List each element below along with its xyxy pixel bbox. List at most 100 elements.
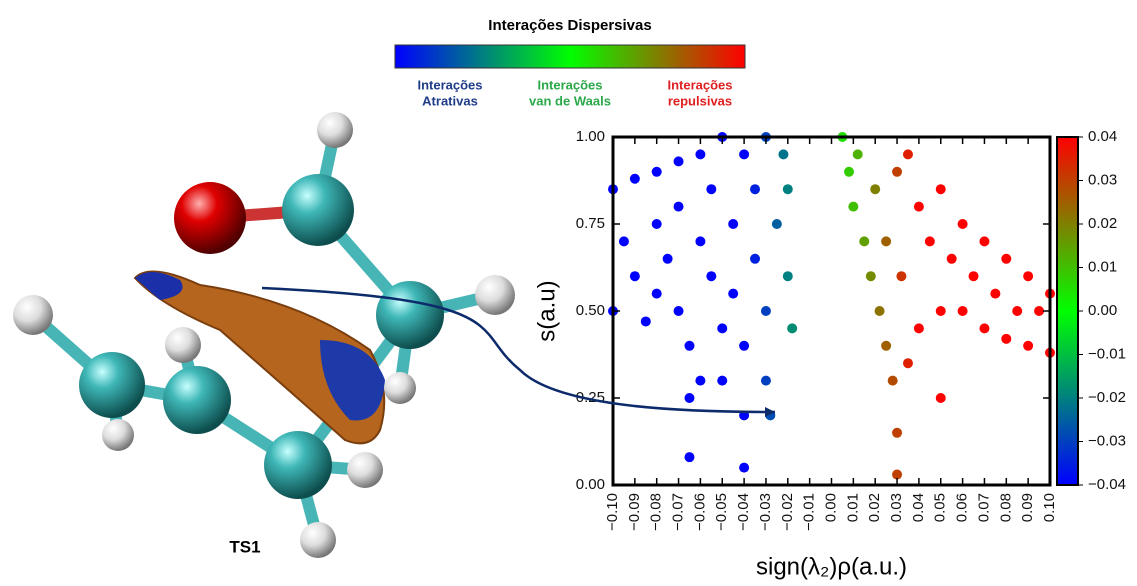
y-tick-label: 0.00 [576, 476, 605, 493]
point [760, 375, 771, 386]
point [684, 393, 695, 403]
point [979, 236, 990, 247]
x-tick-label: −0.04 [735, 493, 752, 531]
x-tick-label: −0.05 [713, 493, 730, 531]
point [874, 306, 885, 316]
point [640, 316, 651, 327]
point [673, 201, 684, 212]
point [935, 184, 946, 195]
colorbar-tick-label: −0.04 [1088, 476, 1126, 493]
point [1012, 306, 1023, 316]
point [902, 358, 913, 369]
point [881, 236, 892, 247]
scale-label: Interações [417, 77, 482, 92]
point [946, 253, 957, 264]
x-axis-label: sign(λ₂)ρ(a.u.) [756, 553, 907, 580]
point [695, 375, 706, 386]
x-tick-label: −0.03 [757, 493, 774, 531]
x-tick-label: 0.00 [822, 493, 839, 522]
point [881, 340, 892, 351]
plot: −0.10 −0.09 −0.08 −0.07 −0.06 −0.05 −0.04 −0.03… [533, 128, 1126, 580]
color-scale [394, 44, 746, 69]
colorbar-tick-label: −0.03 [1088, 432, 1126, 449]
colorbar-tick-label: 0.02 [1088, 215, 1117, 232]
point [662, 253, 673, 264]
point [739, 340, 750, 351]
point [771, 219, 782, 229]
point [968, 271, 979, 282]
colorbar-tick-label: 0.04 [1088, 128, 1117, 145]
x-tick-label: 0.08 [997, 493, 1014, 522]
point [778, 149, 789, 160]
connector-arrow [261, 286, 776, 414]
x-tick-label: 0.04 [910, 493, 927, 522]
point [1001, 253, 1012, 264]
point [750, 253, 761, 264]
point [739, 462, 750, 473]
colorbar-tick-label: 0.00 [1088, 302, 1117, 319]
point [739, 149, 750, 160]
point [870, 184, 881, 195]
point [684, 452, 695, 463]
point [618, 236, 629, 247]
point [728, 288, 739, 299]
point [957, 219, 968, 229]
colorbar-tick-label: −0.01 [1088, 345, 1126, 362]
point [848, 201, 859, 212]
colorbar [1056, 136, 1079, 486]
x-tick-label: 0.09 [1019, 493, 1036, 522]
scale-label: van de Waals [529, 93, 611, 108]
scale-title: Interações Dispersivas [488, 17, 651, 34]
point [684, 340, 695, 351]
point [717, 323, 728, 334]
point [979, 323, 990, 334]
scale-label: Interações [537, 77, 602, 92]
x-tick-label: 0.07 [975, 493, 992, 522]
point [892, 427, 903, 438]
x-tick-label: −0.08 [648, 493, 665, 531]
point [651, 166, 662, 177]
x-tick-label: −0.06 [691, 493, 708, 531]
point [1001, 333, 1012, 344]
point [717, 375, 728, 386]
arrow-head [765, 407, 775, 417]
point [892, 469, 903, 480]
point [760, 306, 771, 316]
x-tick-label: 0.01 [844, 493, 861, 522]
y-tick-label: 0.75 [576, 215, 605, 232]
point [913, 323, 924, 334]
point [728, 219, 739, 229]
point [787, 323, 798, 334]
point [896, 271, 907, 282]
point [706, 271, 717, 282]
point [629, 271, 640, 282]
x-tick-label: −0.02 [779, 493, 796, 531]
scale-label: repulsivas [668, 93, 732, 108]
point [935, 393, 946, 403]
x-tick-label: −0.10 [604, 493, 621, 531]
colorbar-tick-label: 0.03 [1088, 171, 1117, 188]
point [629, 173, 640, 184]
point [957, 306, 968, 316]
point [935, 306, 946, 316]
x-tick-label: 0.05 [932, 493, 949, 522]
point [990, 288, 1001, 299]
x-tick-label: −0.09 [626, 493, 643, 531]
x-tick-label: 0.03 [888, 493, 905, 522]
y-tick-label: 1.00 [576, 128, 605, 145]
y-tick-label: 0.50 [576, 302, 605, 319]
point [706, 184, 717, 195]
point [859, 236, 870, 247]
point [673, 306, 684, 316]
y-axis-label: s(a.u) [533, 280, 560, 341]
scale-label: Interações [667, 77, 732, 92]
x-tick-label: 0.06 [954, 493, 971, 522]
point [902, 149, 913, 160]
point [695, 236, 706, 247]
x-tick-label: 0.10 [1041, 493, 1058, 522]
point [892, 166, 903, 177]
point [750, 184, 761, 195]
point [852, 149, 863, 160]
point [695, 149, 706, 160]
